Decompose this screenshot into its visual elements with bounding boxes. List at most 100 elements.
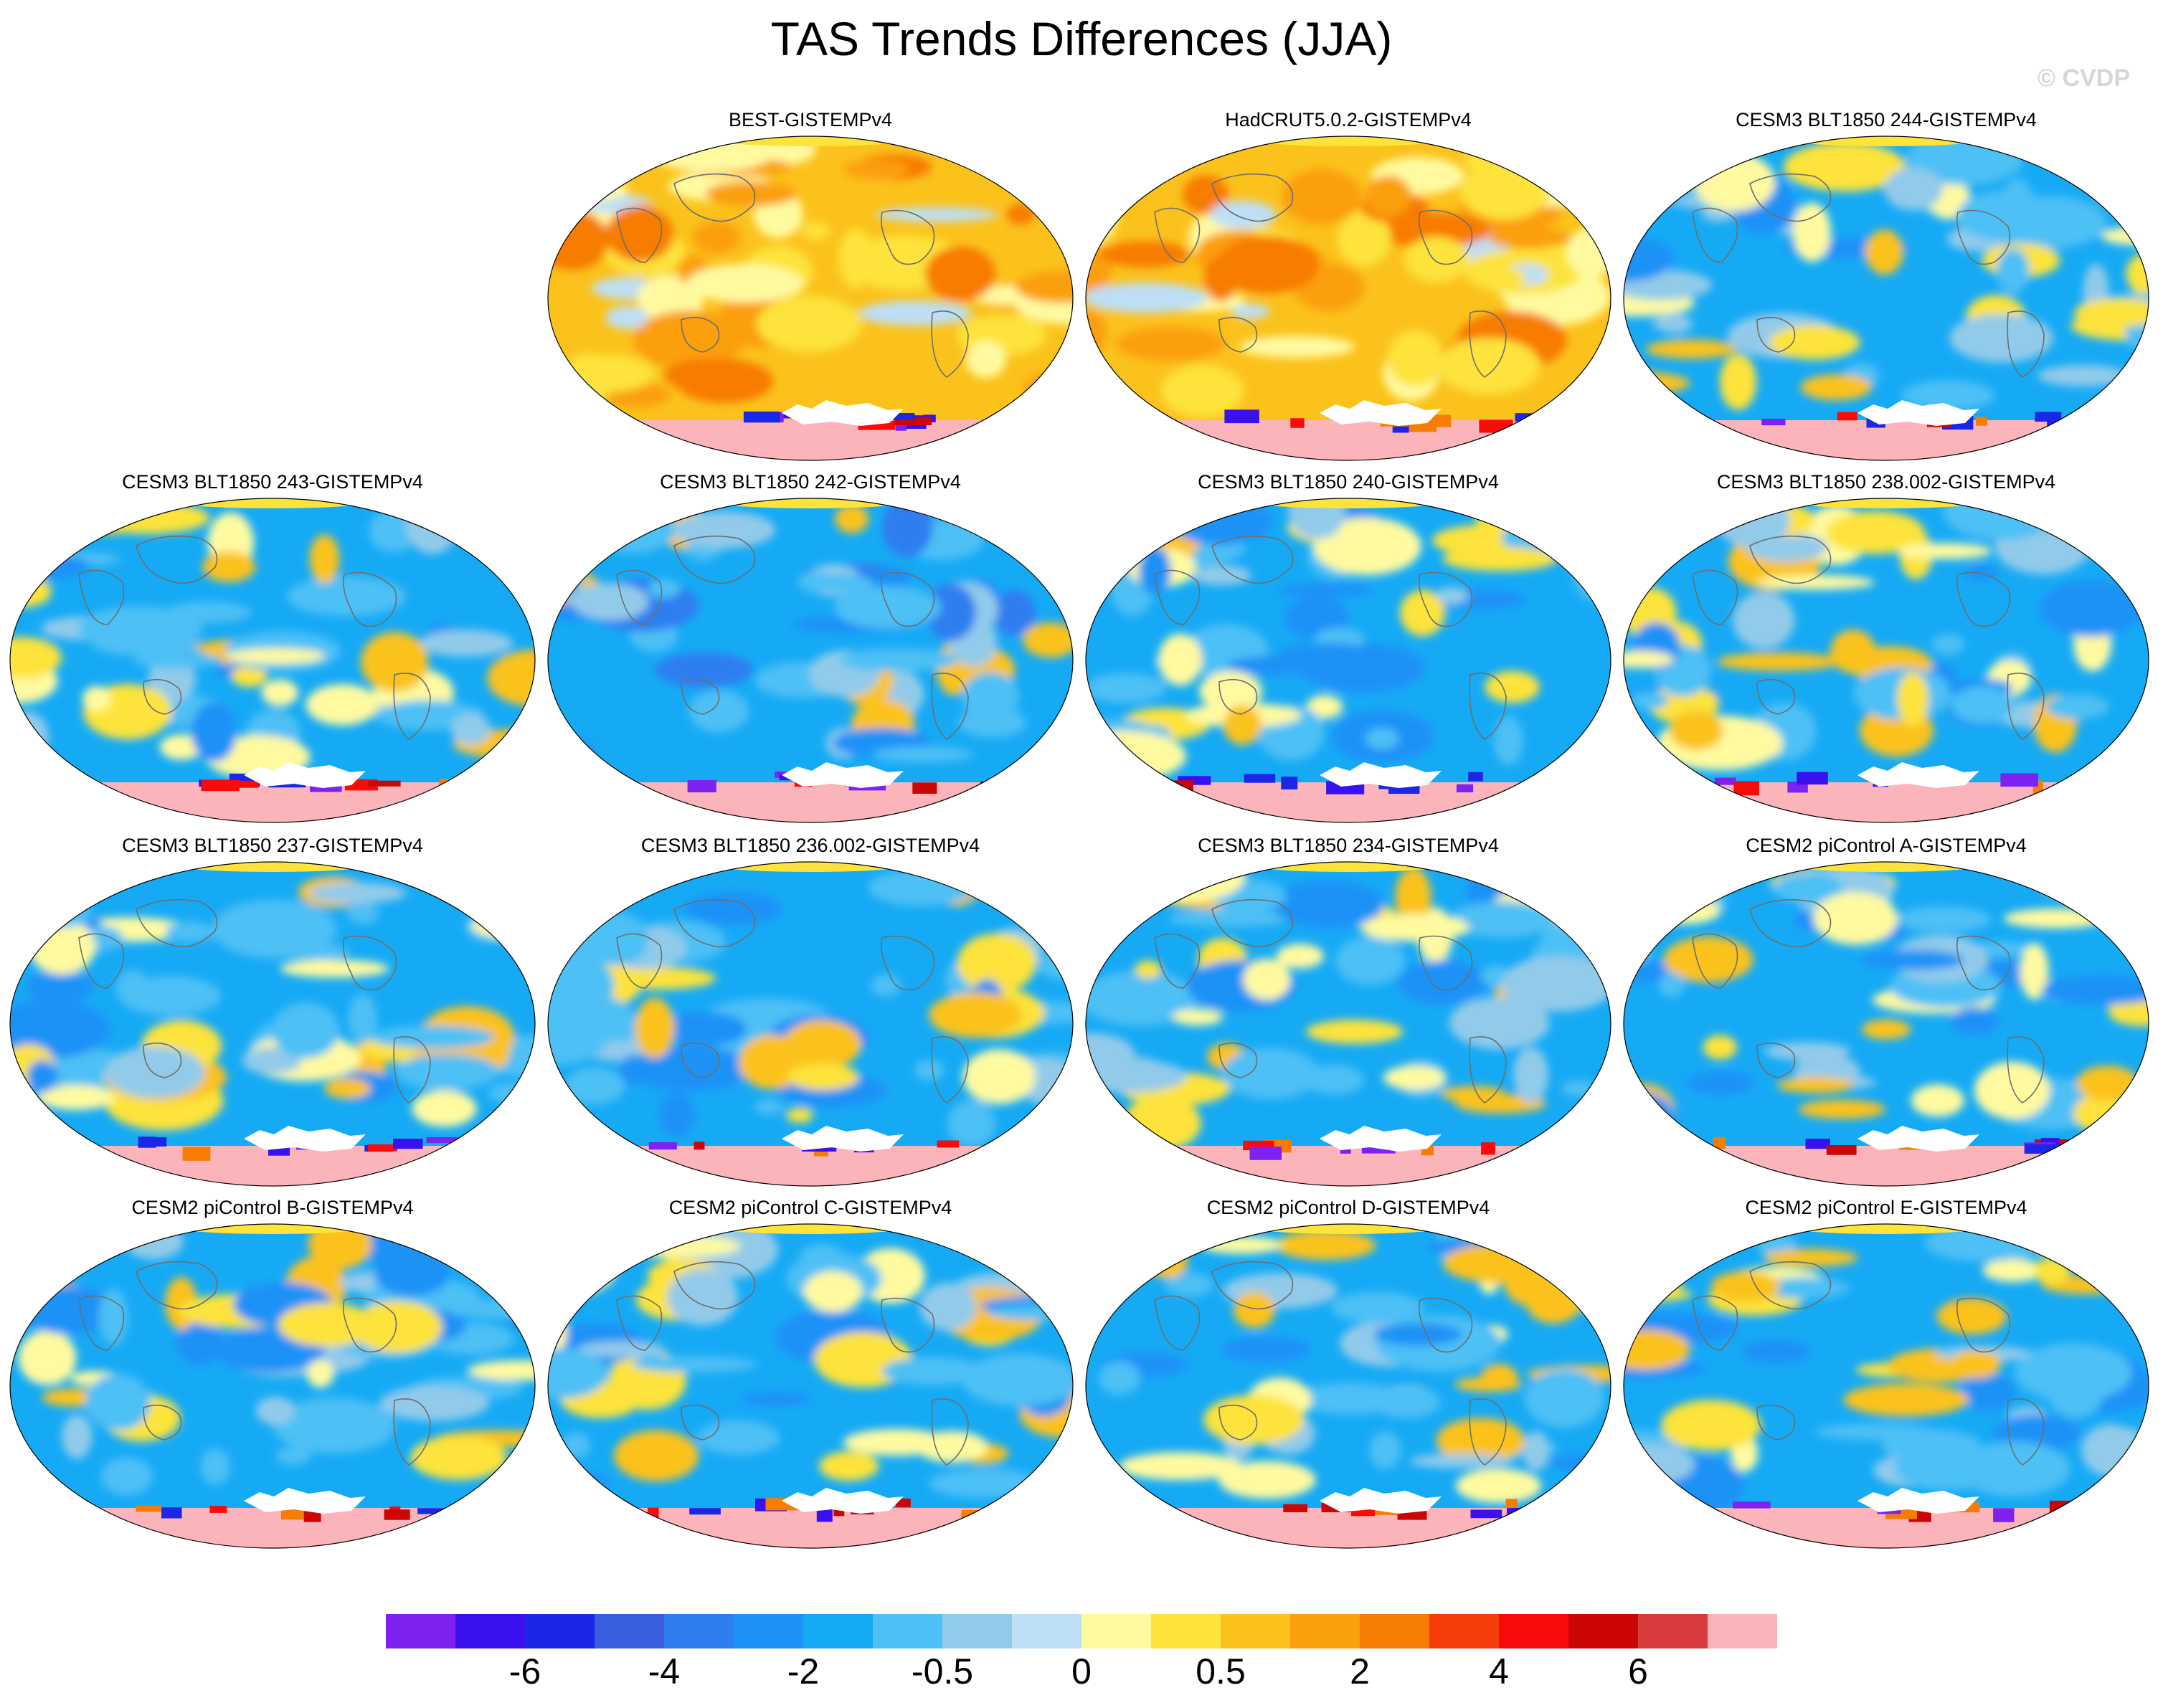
- coastlines: [1154, 898, 1507, 1104]
- colorbar-swatch: [1429, 1614, 1500, 1648]
- panel-title: CESM3 BLT1850 236.002-GISTEMPv4: [640, 835, 980, 856]
- panel-title: HadCRUT5.0.2-GISTEMPv4: [1225, 109, 1472, 131]
- missing-data-area: [1320, 400, 1442, 426]
- colorbar-swatch: [1221, 1614, 1291, 1648]
- map-outline: [1623, 861, 2149, 1187]
- colorbar-tick-label: -0.5: [911, 1651, 974, 1692]
- map-outline: [9, 1223, 536, 1549]
- map-plot: [1085, 861, 1611, 1187]
- map-field: [1086, 498, 1611, 822]
- colorbar-swatch: [734, 1614, 804, 1648]
- colorbar-swatch: [1568, 1614, 1639, 1648]
- colorbar-swatch: [386, 1614, 456, 1648]
- map-plot: [1623, 498, 2149, 823]
- map-panel: CESM2 piControl E-GISTEMPv4: [1621, 1195, 2152, 1554]
- colorbar-tick-label: 4: [1489, 1651, 1509, 1692]
- coastlines: [616, 1261, 969, 1466]
- map-field: [548, 1224, 1073, 1548]
- colorbar-swatch: [1638, 1614, 1708, 1648]
- antarctic-region: [548, 1508, 1073, 1548]
- coastlines: [1692, 1261, 2045, 1466]
- map-field: [10, 1224, 535, 1548]
- map-outline: [1085, 136, 1611, 461]
- panel-title: BEST-GISTEMPv4: [728, 109, 893, 131]
- map-field: [548, 862, 1073, 1186]
- map-outline: [1085, 498, 1611, 823]
- antarctic-region: [1624, 782, 2149, 822]
- map-field: [1624, 1224, 2149, 1548]
- missing-data-area: [1857, 1488, 1979, 1514]
- colorbar-swatch: [1082, 1614, 1152, 1648]
- map-plot: [1623, 861, 2149, 1187]
- map-outline: [1623, 136, 2149, 461]
- missing-data-area: [1320, 762, 1442, 788]
- map-panel: CESM3 BLT1850 238.002-GISTEMPv4: [1621, 470, 2152, 828]
- map-plot: [547, 498, 1074, 823]
- map-outline: [9, 861, 536, 1187]
- antarctic-region: [1086, 420, 1611, 460]
- colorbar-swatch: [1012, 1614, 1082, 1648]
- map-panel: CESM2 piControl A-GISTEMPv4: [1621, 833, 2152, 1192]
- panel-title: CESM3 BLT1850 240-GISTEMPv4: [1198, 471, 1499, 493]
- colorbar-swatch: [1151, 1614, 1221, 1648]
- map-plot: [9, 861, 536, 1187]
- missing-data-area: [782, 762, 904, 788]
- colorbar-swatch: [455, 1614, 526, 1648]
- panel-title: CESM3 BLT1850 238.002-GISTEMPv4: [1716, 471, 2056, 493]
- panel-title: CESM2 piControl C-GISTEMPv4: [668, 1197, 952, 1218]
- antarctic-region: [548, 782, 1073, 822]
- panel-title: CESM2 piControl B-GISTEMPv4: [131, 1197, 414, 1218]
- map-field: [1086, 136, 1611, 460]
- map-panel: CESM3 BLT1850 240-GISTEMPv4: [1083, 470, 1614, 828]
- map-plot: [1085, 1223, 1611, 1549]
- map-panel: CESM2 piControl C-GISTEMPv4: [545, 1195, 1076, 1554]
- colorbar-swatch: [595, 1614, 665, 1648]
- coastlines: [616, 535, 969, 740]
- colorbar-tick-label: 2: [1350, 1651, 1370, 1692]
- map-panel: CESM2 piControl D-GISTEMPv4: [1083, 1195, 1614, 1554]
- missing-data-area: [1320, 1126, 1442, 1152]
- map-outline: [1085, 1223, 1611, 1549]
- colorbar-tick-label: 6: [1628, 1651, 1648, 1692]
- map-field: [548, 136, 1073, 460]
- missing-data-area: [244, 1126, 366, 1152]
- map-panel: CESM3 BLT1850 236.002-GISTEMPv4: [545, 833, 1076, 1192]
- map-panel: CESM3 BLT1850 242-GISTEMPv4: [545, 470, 1076, 828]
- map-panel: CESM3 BLT1850 243-GISTEMPv4: [7, 470, 538, 828]
- panel-title: CESM2 piControl D-GISTEMPv4: [1206, 1197, 1490, 1218]
- panel-title: CESM3 BLT1850 244-GISTEMPv4: [1736, 109, 2037, 131]
- antarctic-region: [10, 782, 535, 822]
- colorbar-swatch: [525, 1614, 595, 1648]
- map-plot: [547, 136, 1074, 461]
- map-field: [1624, 136, 2149, 460]
- map-plot: [1085, 136, 1611, 461]
- missing-data-area: [1857, 762, 1979, 788]
- antarctic-region: [1624, 1146, 2149, 1186]
- colorbar-tick-label: 0: [1071, 1651, 1092, 1692]
- antarctic-region: [10, 1508, 535, 1548]
- coastlines: [1692, 535, 2045, 740]
- coastlines: [616, 898, 969, 1104]
- map-outline: [547, 1223, 1074, 1549]
- colorbar-swatch: [664, 1614, 734, 1648]
- map-panel: BEST-GISTEMPv4: [545, 108, 1076, 466]
- map-field: [1624, 862, 2149, 1186]
- coastlines: [1154, 1261, 1507, 1466]
- map-outline: [547, 498, 1074, 823]
- missing-data-area: [1857, 1126, 1979, 1152]
- map-field: [1086, 862, 1611, 1186]
- coastlines: [78, 1261, 431, 1466]
- map-panel: CESM3 BLT1850 237-GISTEMPv4: [7, 833, 538, 1192]
- map-outline: [9, 498, 536, 823]
- map-plot: [9, 1223, 536, 1549]
- colorbar-swatch: [1708, 1614, 1777, 1648]
- colorbar-swatch: [873, 1614, 943, 1648]
- colorbar: [386, 1614, 1777, 1648]
- coastlines: [1154, 535, 1507, 740]
- antarctic-region: [548, 1146, 1073, 1186]
- missing-data-area: [244, 762, 366, 788]
- copyright-watermark: © CVDP: [2037, 65, 2130, 92]
- figure-title: TAS Trends Differences (JJA): [770, 12, 1393, 65]
- coastlines: [1154, 173, 1507, 378]
- map-outline: [547, 136, 1074, 461]
